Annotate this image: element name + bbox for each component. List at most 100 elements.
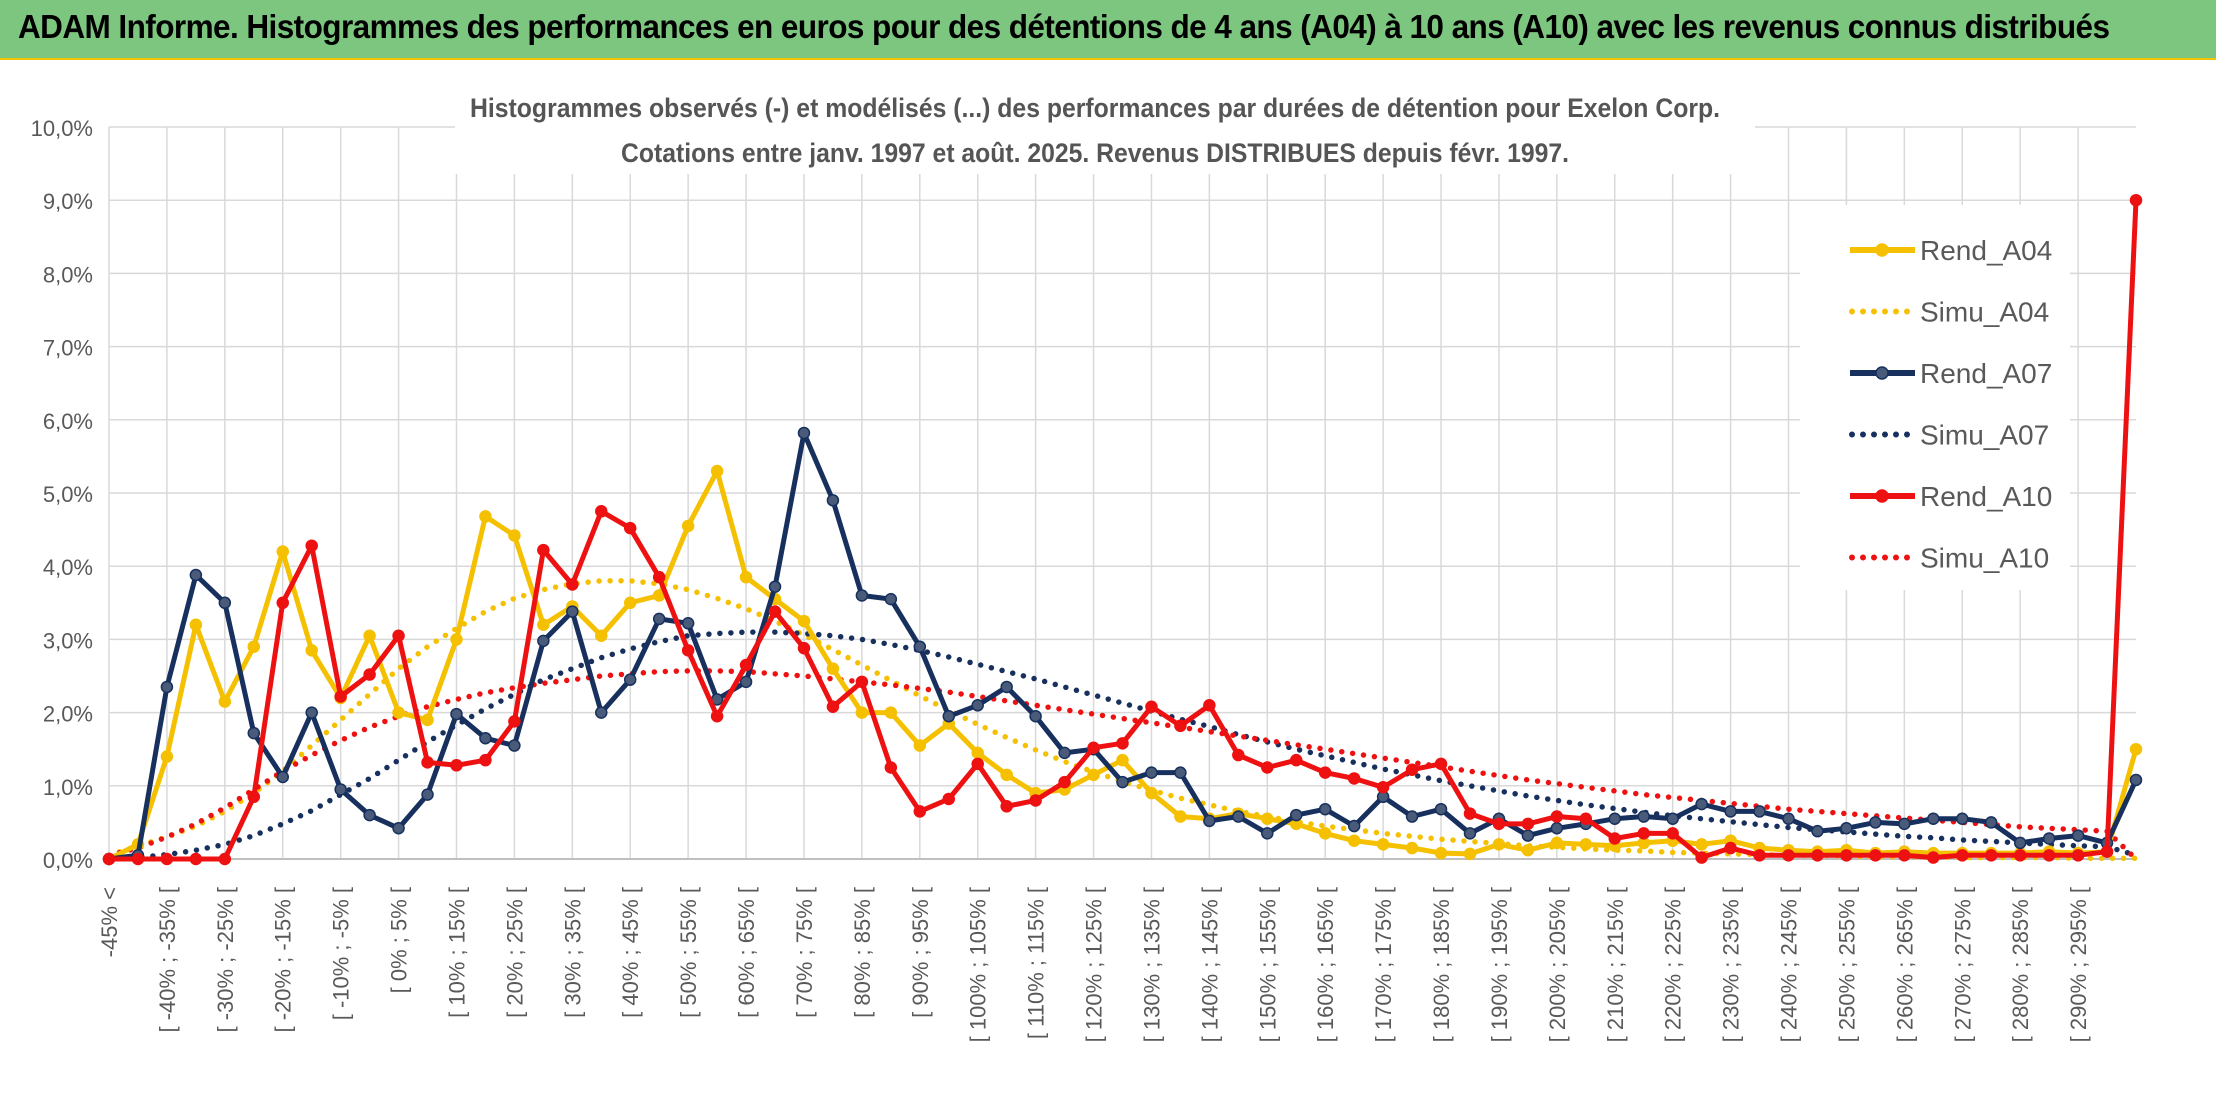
data-point-rend-a07: [1029, 710, 1042, 723]
data-point-rend-a07: [160, 680, 174, 694]
legend-marker: [1875, 489, 1889, 503]
chart-title-backdrop: [455, 82, 1755, 174]
data-point-rend-a10: [1695, 851, 1708, 864]
data-point-rend-a04: [247, 640, 261, 653]
x-axis-tick-labels: -45% < [ -40% ; -35% [[ -30% ; -25% [[ -2…: [97, 887, 2091, 1042]
x-tick-label: [ 160% ; 165% [: [1313, 887, 1338, 1042]
data-point-rend-a10: [2013, 849, 2027, 862]
data-point-rend-a10: [2071, 849, 2085, 862]
data-point-rend-a07: [218, 596, 232, 610]
data-point-rend-a10: [768, 605, 782, 618]
x-tick-label: [ 230% ; 235% [: [1719, 887, 1744, 1042]
data-point-rend-a10: [363, 668, 376, 681]
data-point-rend-a10: [1608, 832, 1622, 845]
chart-legend: Rend_A04 Simu_A04 Rend_A07 Simu_A07 Rend_A10…: [1800, 205, 2070, 590]
x-tick-label: [ 90% ; 95% [: [908, 887, 933, 1018]
data-point-rend-a07: [1521, 829, 1535, 842]
data-point-rend-a07: [826, 494, 840, 507]
data-point-rend-a04: [826, 662, 840, 675]
data-point-rend-a07: [1203, 814, 1216, 828]
data-point-rend-a04: [739, 570, 753, 584]
data-point-rend-a10: [1753, 849, 1766, 862]
data-point-rend-a10: [1782, 849, 1795, 862]
data-point-rend-a10: [1521, 817, 1535, 831]
data-point-rend-a10: [826, 700, 840, 713]
data-point-rend-a07: [1956, 812, 1969, 825]
data-point-rend-a10: [1318, 766, 1332, 779]
data-point-rend-a04: [1145, 786, 1158, 800]
data-point-rend-a10: [2129, 193, 2143, 207]
y-tick-label: 7,0%: [43, 336, 93, 361]
data-point-rend-a07: [1347, 819, 1361, 833]
y-axis-tick-labels: 0,0% 1,0% 2,0% 3,0% 4,0% 5,0% 6,0% 7,0% 8,0% 9,0%…: [31, 116, 93, 873]
data-point-rend-a10: [1869, 849, 1882, 862]
data-point-rend-a04: [1347, 834, 1361, 847]
data-point-rend-a07: [595, 706, 608, 719]
legend-label: Simu_A10: [1920, 543, 2049, 574]
data-point-rend-a04: [160, 750, 174, 763]
data-point-rend-a10: [537, 543, 550, 557]
data-point-rend-a07: [566, 605, 579, 618]
x-tick-label: [ 50% ; 55% [: [676, 887, 701, 1018]
legend-label: Rend_A04: [1920, 235, 2052, 266]
data-point-rend-a07: [1550, 822, 1564, 835]
data-point-rend-a07: [508, 739, 521, 752]
data-point-rend-a07: [797, 426, 811, 440]
data-point-rend-a07: [305, 706, 318, 719]
data-point-rend-a04: [392, 706, 405, 719]
data-point-rend-a07: [1434, 802, 1448, 816]
legend-marker: [1875, 366, 1889, 380]
data-point-rend-a10: [681, 644, 695, 657]
data-point-rend-a07: [1174, 766, 1187, 779]
data-point-rend-a04: [450, 633, 463, 646]
data-point-rend-a07: [1666, 812, 1679, 825]
data-point-rend-a07: [1463, 827, 1477, 840]
data-point-rend-a07: [1289, 808, 1303, 822]
legend-label: Simu_A04: [1920, 297, 2049, 328]
data-point-rend-a10: [131, 852, 145, 866]
data-point-rend-a07: [2013, 836, 2027, 850]
data-point-rend-a07: [913, 640, 927, 653]
data-point-rend-a10: [1000, 800, 1013, 813]
data-point-rend-a10: [276, 596, 289, 610]
data-point-rend-a10: [1463, 807, 1477, 820]
y-tick-label: 2,0%: [43, 702, 93, 727]
y-tick-label: 5,0%: [43, 482, 93, 507]
x-tick-label: [ -40% ; -35% [: [155, 887, 180, 1033]
data-point-rend-a10: [1087, 741, 1100, 754]
series-line-simu-a07: [106, 629, 2139, 862]
data-point-rend-a04: [421, 713, 434, 727]
data-point-rend-a10: [247, 790, 261, 804]
legend-item-rend-a07: Rend_A07: [1850, 358, 2052, 389]
data-point-rend-a04: [218, 695, 232, 708]
x-tick-label: [ 80% ; 85% [: [850, 887, 875, 1018]
data-point-rend-a04: [681, 519, 695, 533]
series-simu-a10: [106, 668, 2139, 862]
data-point-rend-a07: [1232, 810, 1245, 823]
legend-item-rend-a04: Rend_A04: [1850, 235, 2052, 266]
data-point-rend-a07: [450, 707, 463, 721]
data-point-rend-a04: [1405, 841, 1419, 855]
data-point-rend-a10: [1347, 772, 1361, 785]
page-header-banner: ADAM Informe. Histogrammes des performan…: [0, 0, 2216, 61]
x-tick-label: [ 70% ; 75% [: [792, 887, 817, 1018]
data-point-rend-a07: [1811, 824, 1824, 838]
data-point-rend-a07: [392, 822, 405, 835]
data-point-rend-a10: [566, 578, 579, 591]
data-point-rend-a07: [276, 770, 289, 784]
data-point-rend-a07: [1898, 817, 1911, 831]
data-point-rend-a04: [1695, 838, 1708, 851]
x-tick-label: [ 0% ; 5% [: [387, 887, 412, 993]
x-tick-label: [ 170% ; 175% [: [1371, 887, 1396, 1042]
data-point-rend-a10: [305, 539, 318, 552]
x-tick-label: [ 250% ; 255% [: [1834, 887, 1859, 1042]
data-point-rend-a10: [160, 852, 174, 866]
data-point-rend-a10: [797, 641, 811, 655]
data-point-rend-a04: [1463, 847, 1477, 861]
data-point-rend-a04: [508, 529, 521, 542]
data-point-rend-a04: [1174, 810, 1187, 823]
x-tick-label: [ 290% ; 295% [: [2066, 887, 2091, 1042]
data-point-rend-a10: [1840, 849, 1853, 862]
x-tick-label: [ 120% ; 125% [: [1082, 887, 1107, 1042]
data-point-rend-a10: [1232, 748, 1245, 762]
